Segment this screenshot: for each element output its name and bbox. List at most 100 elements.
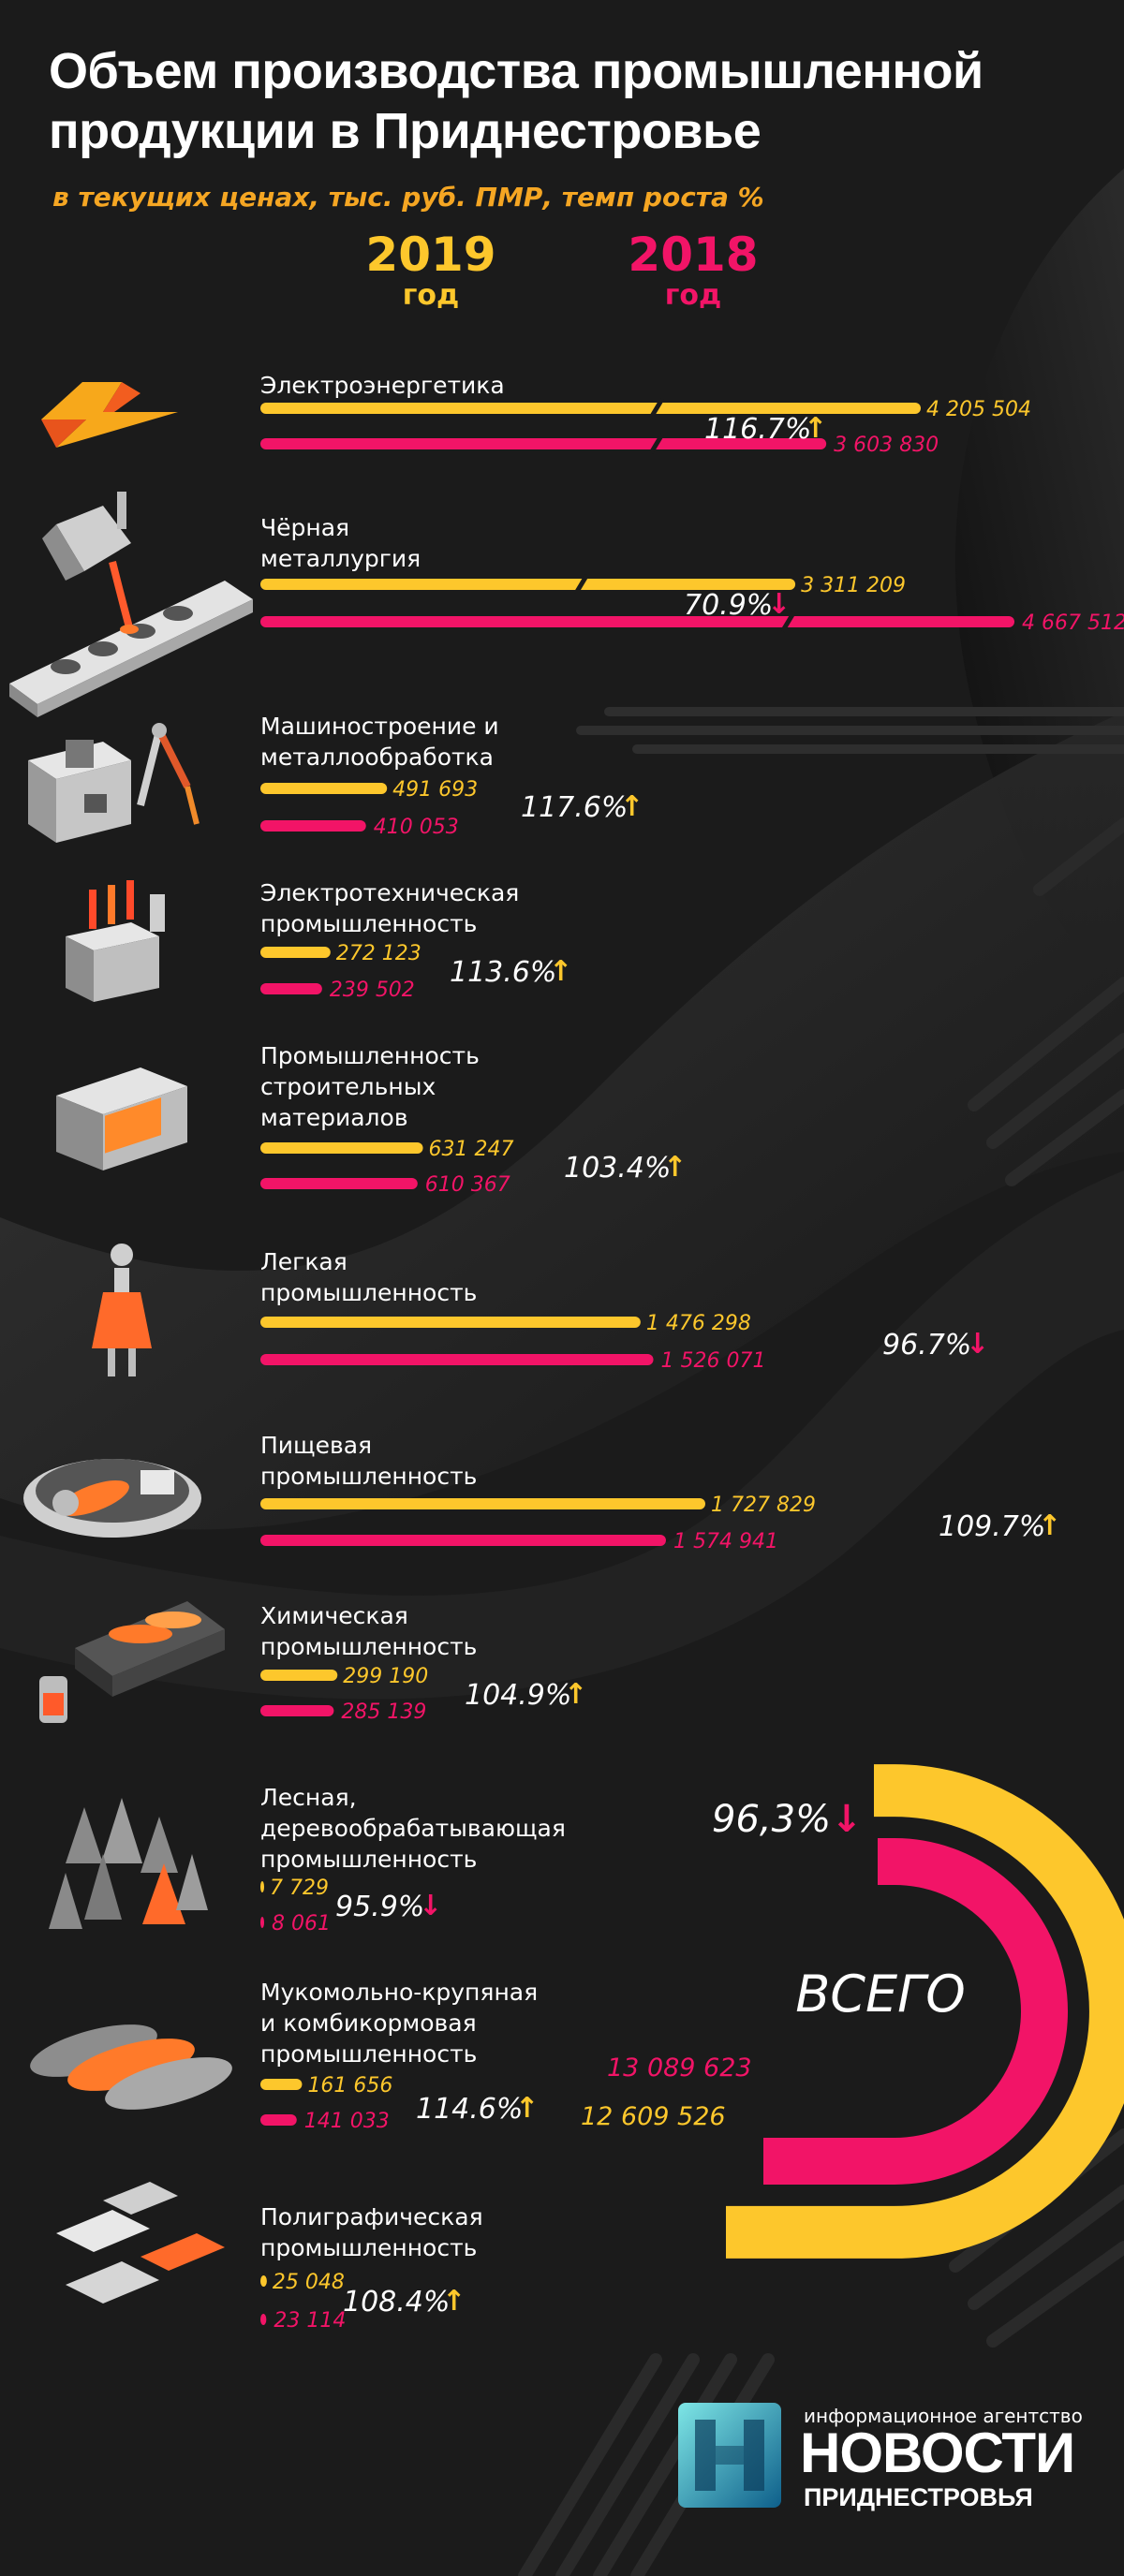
cat-5-label-line: материалов bbox=[260, 1104, 408, 1131]
brand-bottom-text: ПРИДНЕСТРОВЬЯ bbox=[804, 2483, 1033, 2511]
cat-11-value-2018: 23 114 bbox=[274, 2309, 346, 2333]
cat-2-value-2018: 4 667 512 bbox=[1022, 611, 1124, 635]
cat-5-bar-2018 bbox=[260, 1178, 418, 1189]
cat-5-value-2019: 631 247 bbox=[429, 1138, 514, 1161]
cat-2-growth: 70.9% bbox=[684, 589, 773, 622]
cat-1-bar-2019-break bbox=[648, 397, 665, 420]
cat-4-up-arrow-icon: ↑ bbox=[549, 955, 572, 988]
cat-1-up-arrow-icon: ↑ bbox=[804, 412, 827, 445]
bread-loaves-icon bbox=[30, 2024, 232, 2110]
legend-2018-year: 2018 bbox=[628, 228, 759, 282]
brand-top-text: информационное агентство bbox=[804, 2405, 1083, 2427]
cat-10-growth: 114.6% bbox=[416, 2093, 523, 2126]
woman-dress-icon bbox=[92, 1244, 152, 1376]
cat-10-label-line: и комбикормовая bbox=[260, 2009, 477, 2037]
cat-2-value-2019: 3 311 209 bbox=[801, 574, 906, 597]
cat-3-value-2018: 410 053 bbox=[374, 816, 459, 839]
cat-7-label-line: промышленность bbox=[260, 1463, 477, 1490]
transformer-icon bbox=[66, 880, 165, 1002]
legend-2018-word: год bbox=[664, 279, 722, 312]
cat-1-bar-2018 bbox=[260, 438, 827, 449]
cat-10-bar-2019 bbox=[260, 2079, 303, 2090]
cat-7-bar-2018 bbox=[260, 1535, 666, 1546]
novosti-pmr-logo-icon bbox=[678, 2403, 781, 2508]
cat-5-growth: 103.4% bbox=[564, 1152, 671, 1185]
cat-10-label-line: промышленность bbox=[260, 2040, 477, 2068]
cat-9-bar-2019 bbox=[260, 1881, 264, 1892]
cat-1-bar-2018-break bbox=[648, 433, 665, 455]
cat-4-value-2019: 272 123 bbox=[336, 942, 422, 965]
brand-logo[interactable]: информационное агентство НОВОСТИ ПРИДНЕС… bbox=[678, 2399, 1109, 2511]
cat-7-label-line: Пищевая bbox=[260, 1432, 372, 1459]
cat-3-value-2019: 491 693 bbox=[392, 778, 478, 802]
cat-8-value-2019: 299 190 bbox=[343, 1665, 428, 1688]
total-down-arrow-icon: ↓ bbox=[831, 1798, 863, 1841]
cat-2-bar-2019 bbox=[260, 579, 796, 590]
cat-4-growth: 113.6% bbox=[450, 956, 556, 989]
cat-3-label-line: металлообработка bbox=[260, 743, 494, 771]
cat-5-label-line: Промышленность bbox=[260, 1042, 480, 1069]
cat-11-label-line: Полиграфическая bbox=[260, 2203, 483, 2230]
cat-1-bar-2019 bbox=[260, 403, 921, 414]
cat-9-value-2019: 7 729 bbox=[270, 1877, 329, 1900]
cat-3-label-line: Машиностроение и bbox=[260, 713, 499, 740]
cat-7-bar-2019 bbox=[260, 1498, 705, 1509]
cat-2-label-line: металлургия bbox=[260, 545, 421, 572]
total-growth: 96,3%↓ bbox=[712, 1798, 863, 1841]
bricks-icon bbox=[56, 1067, 187, 1170]
cat-7-up-arrow-icon: ↑ bbox=[1038, 1509, 1061, 1542]
legend-2019-word: год bbox=[402, 279, 460, 312]
cat-8-label-line: Химическая bbox=[260, 1602, 408, 1629]
cat-8-label-line: промышленность bbox=[260, 1633, 477, 1660]
cat-1-value-2018: 3 603 830 bbox=[834, 434, 939, 457]
cat-1-value-2019: 4 205 504 bbox=[926, 398, 1031, 421]
cat-3-growth: 117.6% bbox=[521, 791, 628, 824]
chemical-tray-icon bbox=[39, 1601, 225, 1723]
printed-paper-icon bbox=[56, 2182, 225, 2304]
cat-2-bar-2019-break bbox=[573, 573, 589, 596]
cat-6-growth: 96.7% bbox=[882, 1329, 971, 1362]
cat-10-bar-2018 bbox=[260, 2114, 297, 2126]
cat-10-label-line: Мукомольно-крупяная bbox=[260, 1979, 538, 2006]
cat-6-value-2019: 1 476 298 bbox=[646, 1312, 751, 1335]
cat-2-down-arrow-icon: ↓ bbox=[767, 588, 791, 621]
cat-10-value-2018: 141 033 bbox=[304, 2110, 390, 2133]
cat-7-value-2019: 1 727 829 bbox=[711, 1494, 816, 1517]
cat-3-up-arrow-icon: ↑ bbox=[620, 790, 643, 823]
cat-9-label-line: промышленность bbox=[260, 1846, 477, 1873]
cat-8-bar-2019 bbox=[260, 1670, 338, 1681]
cat-9-value-2018: 8 061 bbox=[272, 1912, 331, 1936]
cat-11-value-2019: 25 048 bbox=[273, 2271, 345, 2294]
forest-trees-icon bbox=[49, 1798, 208, 1929]
cat-11-bar-2019 bbox=[260, 2275, 267, 2287]
cat-11-bar-2018 bbox=[260, 2314, 267, 2325]
cat-9-bar-2018 bbox=[260, 1917, 264, 1928]
steel-ladle-conveyor-icon bbox=[9, 492, 253, 717]
cat-5-label-line: строительных bbox=[260, 1073, 436, 1100]
cat-2-bar-2018-break bbox=[780, 611, 796, 633]
brand-name: НОВОСТИ bbox=[800, 2421, 1075, 2484]
cat-6-label-line: Легкая bbox=[260, 1248, 348, 1275]
cat-11-up-arrow-icon: ↑ bbox=[442, 2285, 466, 2318]
cat-5-bar-2019 bbox=[260, 1142, 423, 1154]
cat-2-label-line: Чёрная bbox=[260, 514, 349, 541]
total-label: ВСЕГО bbox=[795, 1965, 966, 2024]
cat-1-label-line: Электроэнергетика bbox=[260, 372, 505, 399]
cat-11-label-line: промышленность bbox=[260, 2234, 477, 2261]
cat-4-bar-2018 bbox=[260, 983, 322, 994]
cat-11-growth: 108.4% bbox=[343, 2286, 450, 2318]
cat-6-down-arrow-icon: ↓ bbox=[966, 1328, 989, 1361]
food-platter-icon bbox=[23, 1459, 201, 1538]
cat-10-up-arrow-icon: ↑ bbox=[515, 2092, 539, 2125]
total-growth-value: 96,3% bbox=[712, 1798, 832, 1841]
total-ring-2018 bbox=[894, 1838, 1068, 2185]
cat-6-bar-2019 bbox=[260, 1317, 641, 1328]
cat-9-growth: 95.9% bbox=[335, 1891, 424, 1923]
cat-9-down-arrow-icon: ↓ bbox=[419, 1890, 442, 1922]
cat-6-bar-2018 bbox=[260, 1354, 654, 1365]
lightning-bolt-icon bbox=[41, 382, 178, 448]
cat-4-bar-2019 bbox=[260, 947, 331, 958]
cat-7-growth: 109.7% bbox=[939, 1510, 1045, 1543]
legend-2018: 2018 год bbox=[618, 228, 768, 311]
